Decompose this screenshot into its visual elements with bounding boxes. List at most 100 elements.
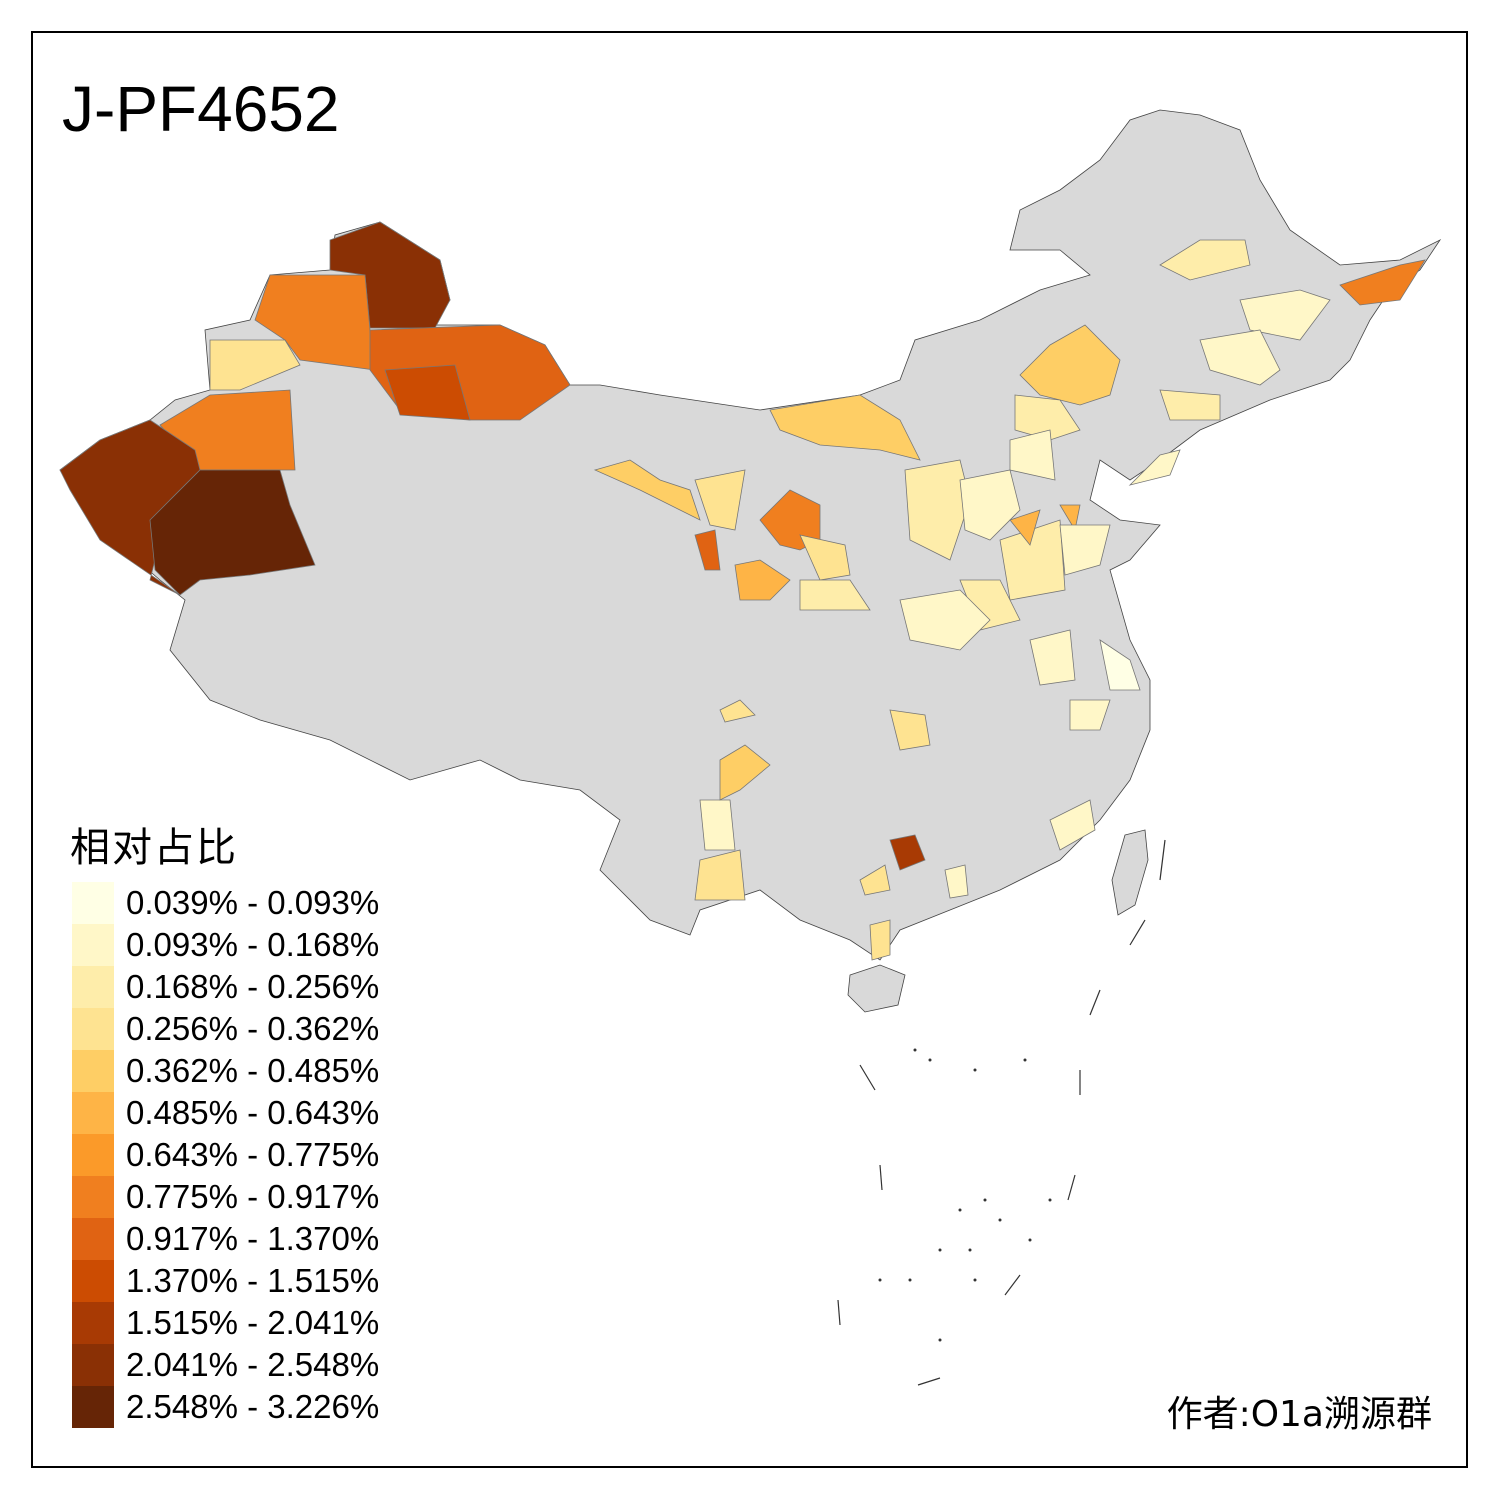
region: [699, 799, 736, 851]
region: [1029, 629, 1076, 686]
region: [904, 459, 971, 561]
hainan-island: [847, 964, 906, 1013]
legend-label: 1.515% - 2.041%: [126, 1304, 380, 1341]
legend-item: 0.168% - 0.256%: [72, 966, 379, 1008]
region: [889, 834, 926, 871]
legend-item: 0.039% - 0.093%: [72, 882, 379, 924]
legend-label: 0.256% - 0.362%: [126, 1010, 380, 1047]
legend-swatch: [72, 1050, 114, 1092]
nine-dash-line-segment: [1067, 1174, 1076, 1201]
legend-item: 0.362% - 0.485%: [72, 1050, 379, 1092]
map-frame: [31, 31, 1468, 1468]
region: [1069, 699, 1111, 731]
nine-dash-line-segment: [859, 1064, 876, 1091]
island-dot: [968, 1248, 972, 1252]
region: [719, 744, 771, 801]
region: [799, 534, 851, 581]
legend-swatch: [72, 1218, 114, 1260]
legend-label: 0.775% - 0.917%: [126, 1178, 380, 1215]
region: [1059, 504, 1081, 532]
island-dot: [913, 1048, 917, 1052]
region: [1019, 324, 1121, 406]
legend-item: 0.093% - 0.168%: [72, 924, 379, 966]
legend-title: 相对占比: [70, 825, 238, 871]
legend-item: 0.917% - 1.370%: [72, 1218, 379, 1260]
nine-dash-line-segment: [1159, 839, 1166, 881]
legend-swatch: [72, 966, 114, 1008]
legend-label: 0.485% - 0.643%: [126, 1094, 380, 1131]
legend-label: 0.093% - 0.168%: [126, 926, 380, 963]
legend-item: 1.370% - 1.515%: [72, 1260, 379, 1302]
legend-swatch: [72, 924, 114, 966]
legend-label: 2.548% - 3.226%: [126, 1388, 380, 1425]
legend-item: 0.485% - 0.643%: [72, 1092, 379, 1134]
legend-swatch: [72, 1260, 114, 1302]
island-dot: [928, 1058, 932, 1062]
region: [1049, 799, 1096, 851]
region: [384, 364, 471, 421]
legend-swatch: [72, 1386, 114, 1428]
region: [593, 459, 701, 521]
legend-item: 2.548% - 3.226%: [72, 1386, 379, 1428]
nine-dash-line-segment: [1089, 989, 1101, 1016]
author-credit: 作者:O1a溯源群: [1166, 1394, 1432, 1435]
region: [999, 519, 1066, 601]
island-dot: [1048, 1198, 1052, 1202]
map-title: J-PF4652: [62, 73, 340, 145]
region: [1159, 239, 1251, 281]
legend-label: 0.168% - 0.256%: [126, 968, 380, 1005]
region: [734, 559, 791, 601]
island-dot: [878, 1278, 882, 1282]
legend-item: 0.775% - 0.917%: [72, 1176, 379, 1218]
island-dot: [973, 1068, 977, 1072]
region: [869, 919, 891, 961]
region: [1199, 329, 1281, 386]
region: [694, 469, 746, 531]
island-dot: [983, 1198, 987, 1202]
region: [1239, 289, 1331, 341]
legend-label: 2.041% - 2.548%: [126, 1346, 380, 1383]
region: [1014, 394, 1081, 441]
region: [1099, 639, 1141, 691]
legend-label: 0.643% - 0.775%: [126, 1136, 380, 1173]
nine-dash-line-segment: [1129, 919, 1146, 946]
region: [209, 339, 301, 391]
region: [1128, 449, 1181, 486]
region: [799, 579, 871, 611]
region: [959, 469, 1021, 541]
taiwan-island: [1111, 829, 1149, 916]
region: [889, 709, 931, 751]
nine-dash-line-segment: [1004, 1274, 1021, 1296]
nine-dash-line-segment: [837, 1299, 841, 1326]
region: [1059, 524, 1111, 576]
nine-dash-line-segment: [879, 1164, 883, 1191]
island-dot: [998, 1218, 1002, 1222]
island-dot: [973, 1278, 977, 1282]
legend-item: 2.041% - 2.548%: [72, 1344, 379, 1386]
region: [149, 469, 316, 596]
legend-swatch: [72, 1176, 114, 1218]
legend-label: 1.370% - 1.515%: [126, 1262, 380, 1299]
legend-item: 0.643% - 0.775%: [72, 1134, 379, 1176]
island-dot: [908, 1278, 912, 1282]
region: [694, 529, 721, 571]
legend-label: 0.917% - 1.370%: [126, 1220, 380, 1257]
legend-label: 0.362% - 0.485%: [126, 1052, 380, 1089]
island-dot: [1023, 1058, 1027, 1062]
region: [1339, 259, 1426, 306]
region: [719, 699, 756, 723]
legend-swatch: [72, 882, 114, 924]
region: [1009, 509, 1041, 546]
legend-label: 0.039% - 0.093%: [126, 884, 380, 921]
region: [1159, 389, 1221, 421]
region: [769, 394, 921, 461]
legend: 0.039% - 0.093% 0.093% - 0.168% 0.168% - 0…: [72, 882, 379, 1428]
legend-item: 0.256% - 0.362%: [72, 1008, 379, 1050]
island-dot: [958, 1208, 962, 1212]
region: [1009, 429, 1056, 481]
region: [859, 864, 891, 896]
legend-swatch: [72, 1008, 114, 1050]
legend-swatch: [72, 1344, 114, 1386]
legend-swatch: [72, 1302, 114, 1344]
